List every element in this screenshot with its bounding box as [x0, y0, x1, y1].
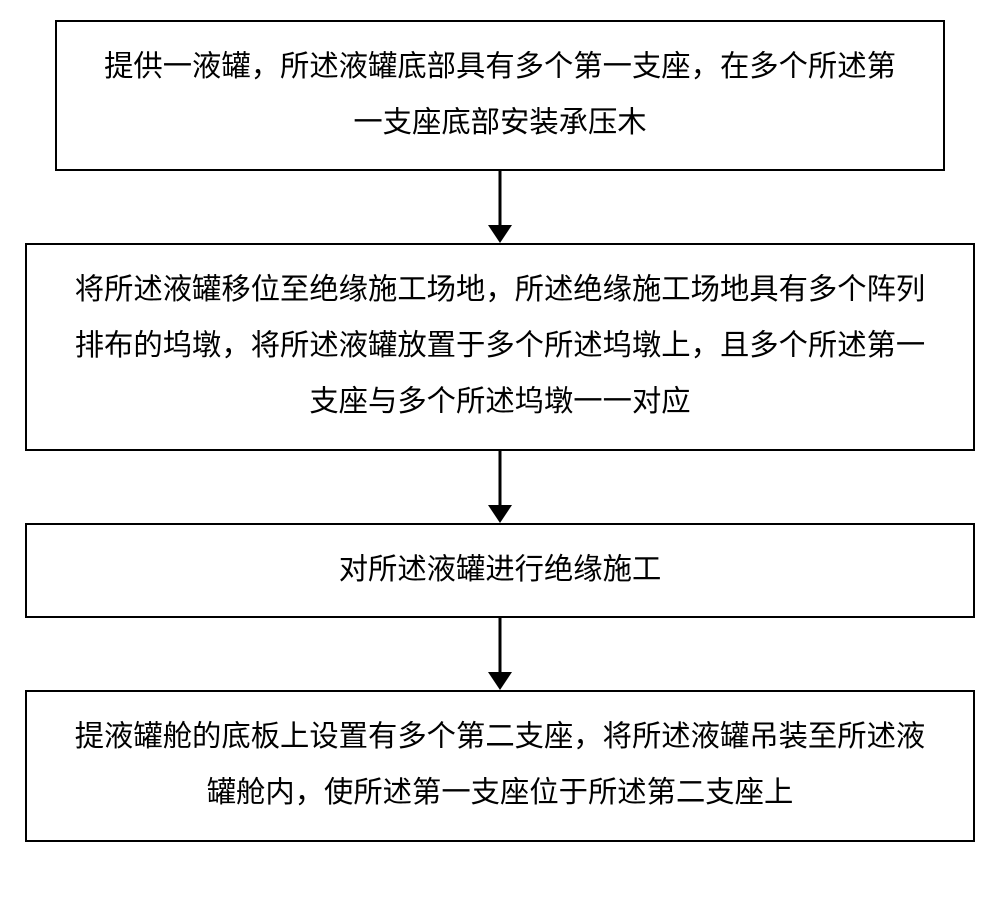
arrow-3: [488, 618, 512, 690]
arrow-1: [488, 171, 512, 243]
arrow-down-icon: [488, 451, 512, 523]
flow-step-4: 提液罐舱的底板上设置有多个第二支座，将所述液罐吊装至所述液罐舱内，使所述第一支座…: [25, 690, 975, 841]
flow-step-2: 将所述液罐移位至绝缘施工场地，所述绝缘施工场地具有多个阵列排布的坞墩，将所述液罐…: [25, 243, 975, 450]
flow-step-3-text: 对所述液罐进行绝缘施工: [339, 543, 662, 599]
flow-step-1: 提供一液罐，所述液罐底部具有多个第一支座，在多个所述第一支座底部安装承压木: [55, 20, 945, 171]
arrow-down-icon: [488, 171, 512, 243]
flow-step-4-text: 提液罐舱的底板上设置有多个第二支座，将所述液罐吊装至所述液罐舱内，使所述第一支座…: [67, 710, 933, 821]
flow-step-3: 对所述液罐进行绝缘施工: [25, 523, 975, 619]
flow-step-2-text: 将所述液罐移位至绝缘施工场地，所述绝缘施工场地具有多个阵列排布的坞墩，将所述液罐…: [67, 263, 933, 430]
flow-step-1-text: 提供一液罐，所述液罐底部具有多个第一支座，在多个所述第一支座底部安装承压木: [97, 40, 903, 151]
arrow-2: [488, 451, 512, 523]
arrow-down-icon: [488, 618, 512, 690]
